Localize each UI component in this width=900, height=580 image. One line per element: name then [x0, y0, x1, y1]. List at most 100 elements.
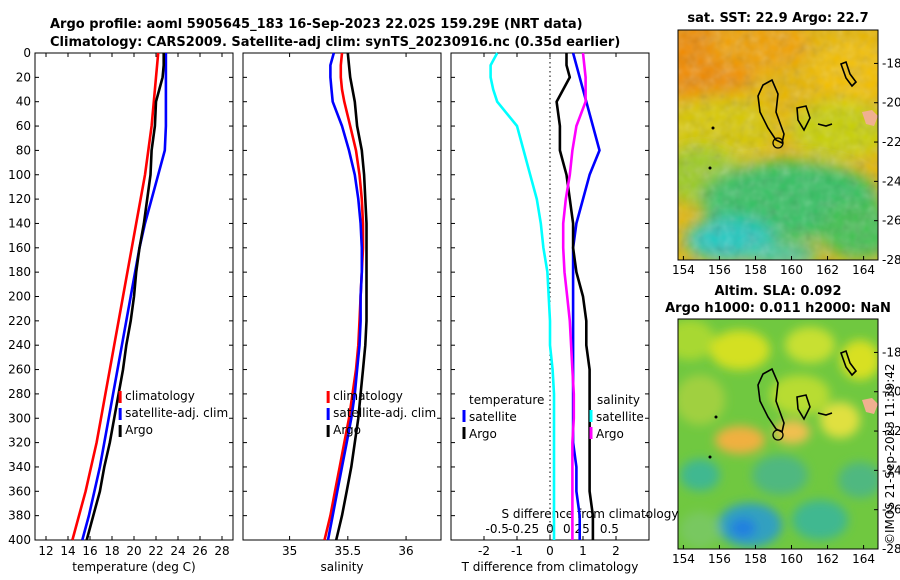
sla-map-axes: 154 156 158 160 162 164 -18 -20 -22 -24 -26 -28	[672, 345, 900, 566]
sst-map: 154 156 158 160 162 164 -18 -20 -22 -24 -26 -28	[672, 29, 900, 277]
y-tick-label: 300	[8, 411, 31, 425]
map-y-tick-label: -28	[882, 542, 900, 556]
y-tick-label: 20	[16, 70, 31, 84]
figure-title-line1: Argo profile: aoml 5905645_183 16-Sep-20…	[50, 17, 583, 32]
sla-field	[678, 319, 878, 549]
y-tick-label: 340	[8, 460, 31, 474]
salinity-tick-label: -0.25	[508, 522, 539, 536]
legend-temperature-header: temperature	[469, 393, 544, 407]
x-axis-label: T difference from climatology	[461, 560, 639, 574]
y-tick-label: 120	[8, 192, 31, 206]
map-x-tick-label: 158	[744, 552, 767, 566]
map-x-tick-label: 160	[780, 263, 803, 277]
map-y-tick-label: -26	[882, 503, 900, 517]
y-tick-label: 40	[16, 95, 31, 109]
x-tick-label: 1	[579, 544, 587, 558]
y-tick-label: 100	[8, 168, 31, 182]
map-x-tick-label: 164	[852, 552, 875, 566]
x-axis-label: salinity	[320, 560, 363, 574]
x-tick-label: 20	[126, 544, 141, 558]
x-axis-label: temperature (deg C)	[72, 560, 195, 574]
map-x-tick-label: 162	[816, 263, 839, 277]
salinity-panel: 35 35.5 36 salinity climatology satellite-adj…	[242, 52, 442, 574]
map-y-tick-label: -24	[882, 174, 900, 188]
legend-label: climatology	[333, 389, 403, 403]
legend-label: Argo	[596, 427, 624, 441]
sla-map: 154 156 158 160 162 164 -18 -20 -22 -24 -26 -28	[672, 318, 900, 566]
salinity-tick-label: 0.25	[563, 522, 590, 536]
x-tick-label: 2	[612, 544, 620, 558]
salinity-tick-label: 0	[546, 522, 554, 536]
map-x-tick-label: 154	[672, 263, 695, 277]
legend-label: satellite	[596, 410, 644, 424]
x-tick-label: -2	[478, 544, 490, 558]
x-tick-label: 22	[148, 544, 163, 558]
y-tick-label: 280	[8, 387, 31, 401]
map-x-tick-label: 162	[816, 552, 839, 566]
salinity-axis-label: S difference from climatology	[502, 507, 679, 521]
y-tick-label: 240	[8, 338, 31, 352]
y-tick-label: 260	[8, 363, 31, 377]
y-tick-label: 220	[8, 314, 31, 328]
legend-label: satellite-adj. clim	[125, 406, 228, 420]
sst-map-title: sat. SST: 22.9 Argo: 22.7	[687, 11, 868, 26]
map-y-tick-label: -18	[882, 345, 900, 359]
x-tick-label: 12	[38, 544, 53, 558]
x-tick-label: 24	[170, 544, 185, 558]
map-x-tick-label: 158	[744, 263, 767, 277]
x-tick-label: 16	[82, 544, 97, 558]
temperature-panel: 0 20 40 60 80 100 120 140 160 180 200 220 240 260 280 3…	[8, 46, 234, 574]
y-tick-label: 180	[8, 265, 31, 279]
y-tick-label: 380	[8, 509, 31, 523]
y-tick-label: 320	[8, 436, 31, 450]
map-y-tick-label: -24	[882, 463, 900, 477]
map-y-tick-label: -28	[882, 253, 900, 267]
imos-watermark: ©IMOS 21-Sep-2023 11:39:42	[883, 363, 897, 545]
y-tick-label: 160	[8, 241, 31, 255]
map-x-tick-label: 154	[672, 552, 695, 566]
map-y-tick-label: -20	[882, 385, 900, 399]
legend-label: Argo	[333, 423, 361, 437]
series-salinity-satellite	[489, 52, 556, 540]
x-tick-label: 28	[214, 544, 229, 558]
y-tick-label: 400	[8, 533, 31, 547]
salinity-tick-label: -0.5	[485, 522, 508, 536]
map-x-tick-label: 156	[708, 263, 731, 277]
map-y-tick-label: -22	[882, 135, 900, 149]
series-satellite-adj-clim	[326, 52, 364, 541]
series-salinity-argo	[561, 52, 587, 540]
legend-label: Argo	[469, 427, 497, 441]
map-y-tick-label: -20	[882, 96, 900, 110]
legend-salinity-header: salinity	[597, 393, 640, 407]
sst-map-axes: 154 156 158 160 162 164 -18 -20 -22 -24 -26 -28	[672, 56, 900, 277]
map-x-tick-label: 160	[780, 552, 803, 566]
x-tick-label: 35	[282, 544, 297, 558]
x-tick-label: 14	[60, 544, 75, 558]
figure-title-line2: Climatology: CARS2009. Satellite-adj cli…	[50, 35, 620, 50]
x-tick-label: -1	[511, 544, 523, 558]
map-y-tick-label: -22	[882, 424, 900, 438]
sst-field	[678, 30, 878, 260]
map-y-tick-label: -18	[882, 56, 900, 70]
x-tick-label: 0	[546, 544, 554, 558]
difference-panel: -2 -1 0 1 2 T difference from climatology S di…	[450, 52, 679, 574]
legend-label: climatology	[125, 389, 195, 403]
map-y-tick-label: -26	[882, 214, 900, 228]
y-tick-label: 0	[23, 46, 31, 60]
y-tick-label: 360	[8, 484, 31, 498]
series-temperature-argo	[555, 53, 595, 540]
legend-label: satellite-adj. clim	[333, 406, 436, 420]
sla-map-title-line2: Argo h1000: 0.011 h2000: NaN	[665, 301, 891, 316]
map-x-tick-label: 164	[852, 263, 875, 277]
legend-label: satellite	[469, 410, 517, 424]
y-tick-label: 140	[8, 216, 31, 230]
x-tick-label: 18	[104, 544, 119, 558]
y-tick-label: 200	[8, 290, 31, 304]
series-climatology	[71, 52, 160, 541]
y-tick-label: 60	[16, 119, 31, 133]
series-argo	[85, 53, 165, 541]
x-tick-label: 35.5	[334, 544, 361, 558]
x-tick-label: 36	[398, 544, 413, 558]
y-tick-label: 80	[16, 143, 31, 157]
